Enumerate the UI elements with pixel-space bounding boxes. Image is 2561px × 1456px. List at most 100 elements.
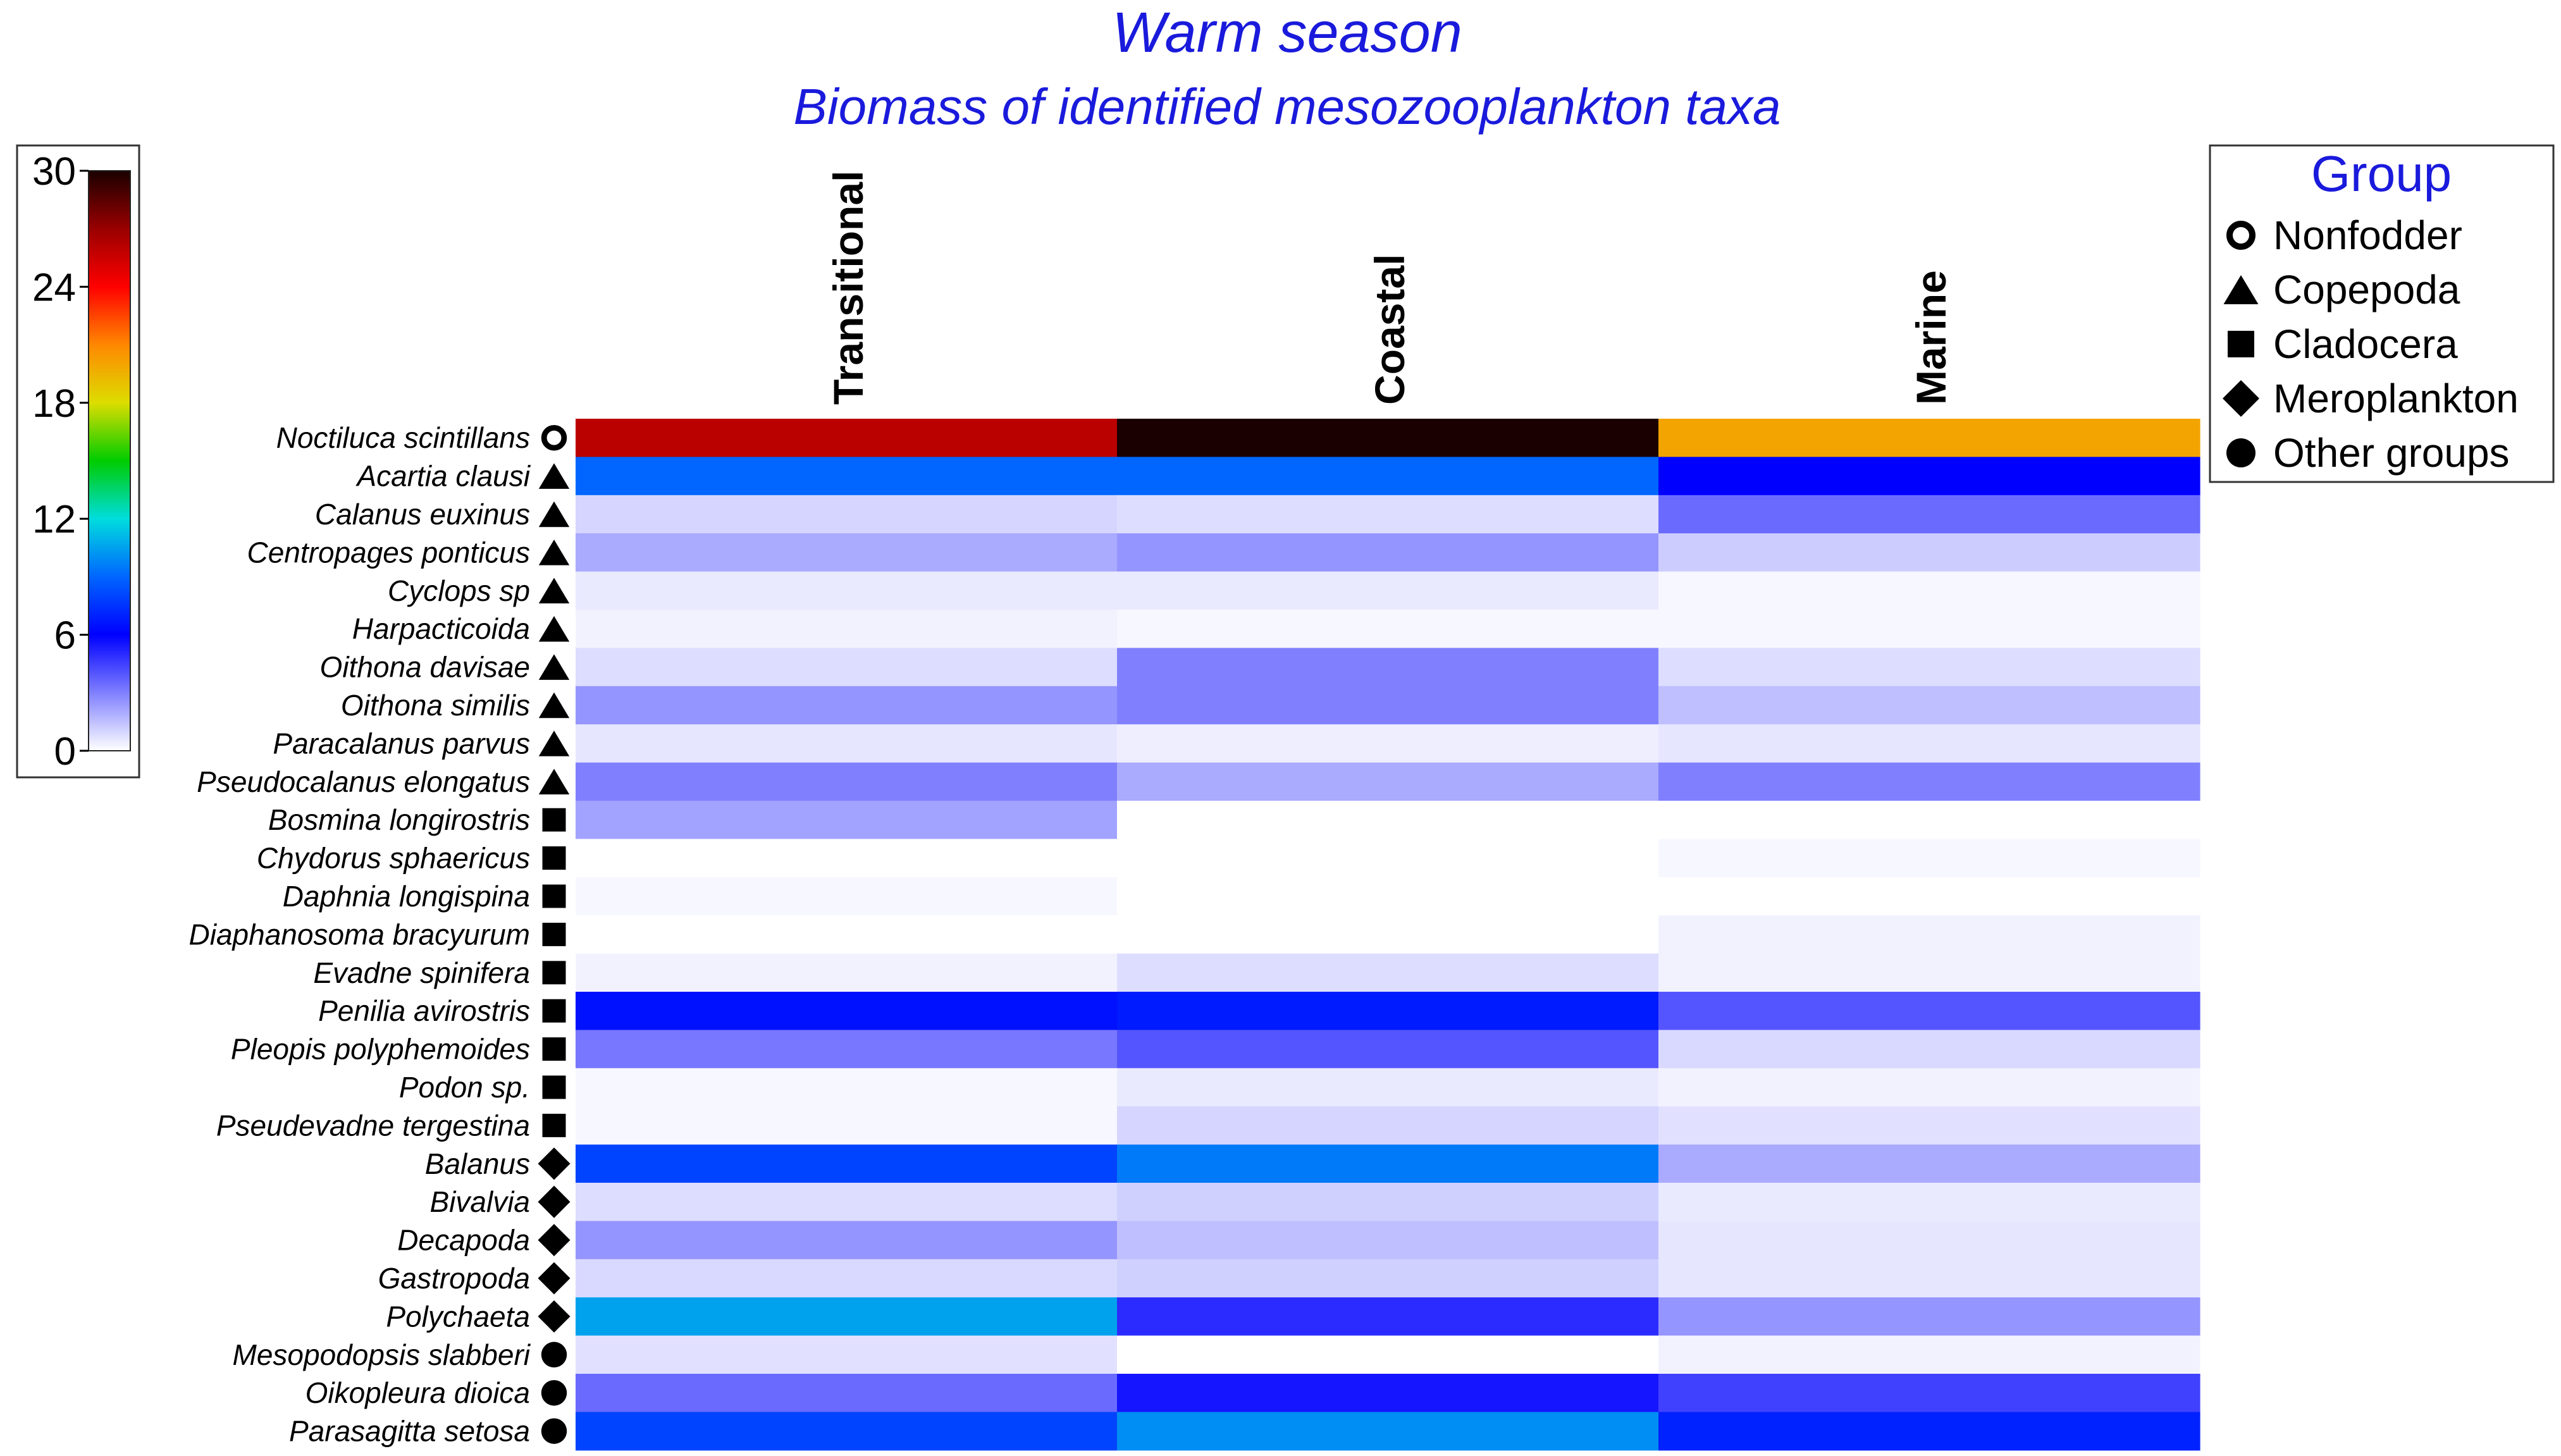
taxon-label: Gastropoda <box>378 1262 530 1295</box>
heatmap-cell <box>1658 724 2200 763</box>
legend-entry-label: Nonfodder <box>2273 213 2462 258</box>
taxon-label: Pseudocalanus elongatus <box>197 765 530 798</box>
circle-marker-icon <box>541 1379 567 1406</box>
heatmap-cell <box>576 1144 1118 1183</box>
triangle-marker-icon <box>538 768 570 795</box>
square-marker-icon <box>542 922 566 946</box>
square-marker-icon <box>542 1113 566 1137</box>
heatmap-cell <box>576 1374 1118 1412</box>
taxon-label: Parasagitta setosa <box>289 1415 530 1448</box>
taxon-label: Balanus <box>425 1147 530 1180</box>
heatmap-cell <box>1658 915 2200 954</box>
circle-marker-icon <box>541 1418 567 1444</box>
square-marker-icon <box>542 999 566 1023</box>
heatmap-cell <box>1117 1221 1659 1260</box>
heatmap-cell <box>1117 1412 1659 1451</box>
square-marker-icon <box>542 1075 566 1099</box>
heatmap-cell <box>1117 1259 1659 1298</box>
heatmap-cell <box>1117 1144 1659 1183</box>
group-legend: Group Nonfodder Copepoda Cladocera Meroplank… <box>2209 144 2555 483</box>
triangle-marker-icon <box>538 501 570 527</box>
heatmap-cell <box>1658 1144 2200 1183</box>
heatmap-cell <box>576 762 1118 801</box>
heatmap-cell <box>1117 724 1659 763</box>
heatmap-cell <box>1658 992 2200 1030</box>
heatmap-cell <box>576 801 1118 839</box>
colorbar-tick-label: 24 <box>32 266 76 309</box>
circle-marker-icon <box>2226 438 2256 467</box>
heatmap-cell <box>1658 1335 2200 1374</box>
heatmap-cell <box>576 1335 1118 1374</box>
heatmap-cell <box>1117 915 1659 954</box>
circle-marker-icon <box>541 1342 567 1368</box>
heatmap-cell <box>576 1106 1118 1145</box>
heatmap-cell <box>1658 648 2200 687</box>
heatmap-cell <box>1117 686 1659 725</box>
heatmap-cell <box>576 686 1118 725</box>
column-labels: Transitional Coastal Marine <box>825 171 1954 405</box>
taxon-label: Podon sp. <box>399 1071 530 1104</box>
heatmap-cell <box>1117 533 1659 572</box>
taxon-label: Cyclops sp <box>388 574 530 607</box>
heatmap-cell <box>576 495 1118 534</box>
heatmap-cell <box>1658 1374 2200 1412</box>
taxon-label: Calanus euxinus <box>315 498 530 531</box>
legend-entry-label: Meroplankton <box>2273 376 2519 421</box>
heatmap-cell <box>1658 686 2200 725</box>
taxon-label: Centropages ponticus <box>247 536 530 569</box>
square-marker-icon <box>542 808 566 832</box>
colorbar: 0 6 12 18 24 30 <box>16 144 140 779</box>
taxon-label: Acartia clausi <box>355 460 531 493</box>
heatmap-cell <box>1117 571 1659 610</box>
row-labels: Noctiluca scintillans Acartia clausi Calan… <box>189 421 571 1448</box>
heatmap-cell <box>1117 839 1659 878</box>
column-label: Marine <box>1908 270 1954 405</box>
heatmap-cell <box>1117 1106 1659 1145</box>
heatmap-cell <box>1117 1335 1659 1374</box>
heatmap-cell <box>1658 495 2200 534</box>
triangle-marker-icon <box>2223 275 2259 304</box>
heatmap-cell <box>576 1412 1118 1451</box>
legend-title: Group <box>2311 145 2452 202</box>
taxon-label: Evadne spinifera <box>313 956 530 989</box>
heatmap-cell <box>1658 1183 2200 1221</box>
colorbar-tick-label: 18 <box>32 382 76 426</box>
taxon-label: Oithona davisae <box>320 651 530 684</box>
heatmap-cell <box>576 1259 1118 1298</box>
heatmap-cell <box>1117 762 1659 801</box>
heatmap-cell <box>1658 1259 2200 1298</box>
heatmap-cell <box>1117 457 1659 496</box>
triangle-marker-icon <box>538 540 570 565</box>
heatmap-cell <box>1658 1221 2200 1260</box>
legend-entry-label: Other groups <box>2273 430 2510 476</box>
taxon-label: Daphnia longispina <box>283 880 530 913</box>
open-circle-marker-icon <box>2226 221 2256 250</box>
heatmap-cell <box>1658 1106 2200 1145</box>
heatmap-cell <box>1658 1297 2200 1336</box>
legend-frame <box>2209 144 2555 483</box>
taxon-label: Oikopleura dioica <box>305 1376 530 1409</box>
heatmap-cell <box>1117 1297 1659 1336</box>
heatmap-cell <box>1117 495 1659 534</box>
heatmap-cell <box>1117 610 1659 648</box>
taxon-label: Polychaeta <box>386 1300 530 1333</box>
diamond-marker-icon <box>538 1262 571 1295</box>
heatmap-cell <box>576 1183 1118 1221</box>
heatmap-cell <box>576 533 1118 572</box>
heatmap-cell <box>1658 610 2200 648</box>
column-label: Transitional <box>825 171 872 405</box>
heatmap-cell <box>1117 1068 1659 1107</box>
legend-entry-label: Cladocera <box>2273 321 2458 367</box>
taxon-label: Oithona similis <box>341 689 530 722</box>
heatmap-cell <box>576 839 1118 878</box>
heatmap-cell <box>576 877 1118 916</box>
diamond-marker-icon <box>538 1147 571 1180</box>
triangle-marker-icon <box>538 731 570 756</box>
taxon-label: Bosmina longirostris <box>268 803 530 836</box>
taxon-label: Penilia avirostris <box>318 994 530 1027</box>
heatmap-cell <box>1658 533 2200 572</box>
diamond-marker-icon <box>2223 380 2259 417</box>
chart-titles: Warm season Biomass of identified mesozo… <box>794 1 1781 135</box>
heatmap-cell <box>576 1221 1118 1260</box>
